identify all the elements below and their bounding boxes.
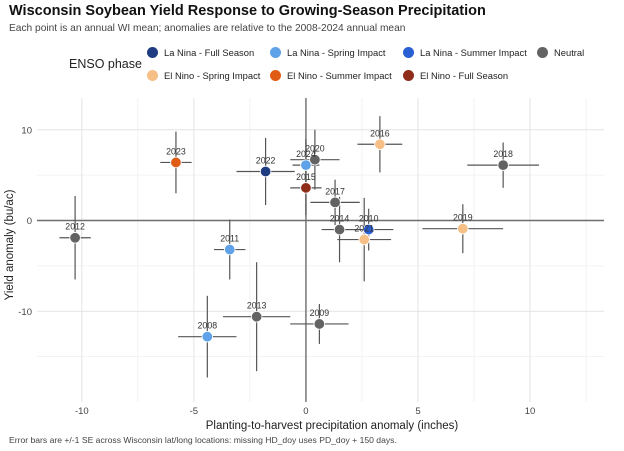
point-2018	[497, 159, 509, 171]
year-label-2024: 2024	[296, 149, 316, 159]
point-2011	[224, 243, 236, 256]
year-label-2013: 2013	[247, 301, 267, 311]
legend-item-la-nina-spring-impact: La Nina - Spring Impact	[270, 45, 385, 59]
year-label-2011: 2011	[220, 234, 239, 244]
year-label-2019: 2019	[453, 213, 473, 223]
x-axis-label: Planting-to-harvest precipitation anomal…	[206, 420, 459, 432]
point-2015	[300, 182, 312, 194]
chart-title: Wisconsin Soybean Yield Response to Grow…	[9, 3, 486, 19]
x-tick-label: 10	[525, 406, 536, 417]
legend-title: ENSO phase	[69, 57, 142, 71]
year-label-2023: 2023	[166, 146, 186, 156]
year-label-2021: 2021	[354, 224, 374, 234]
y-tick-label: -10	[18, 307, 32, 318]
year-label-2009: 2009	[310, 308, 330, 318]
x-tick-label: 0	[303, 406, 308, 417]
legend-label: Neutral	[554, 46, 585, 58]
y-tick-label: 0	[27, 216, 32, 227]
legend-item-el-nino-summer-impact: El Nino - Summer Impact	[270, 68, 392, 82]
legend-label: El Nino - Spring Impact	[164, 69, 261, 81]
y-axis-label: Yield anomaly (bu/ac)	[4, 189, 16, 300]
legend-swatch	[147, 69, 158, 81]
point-2008	[201, 330, 214, 343]
point-2009	[313, 318, 326, 330]
point-2022	[259, 165, 272, 178]
data-points	[69, 138, 509, 343]
point-2012	[69, 232, 81, 244]
legend-item-la-nina-full-season: La Nina - Full Season	[147, 45, 254, 59]
year-label-2014: 2014	[330, 214, 350, 224]
point-2020	[309, 154, 321, 166]
point-2021	[358, 233, 370, 246]
legend-item-el-nino-spring-impact: El Nino - Spring Impact	[147, 68, 260, 82]
year-label-2022: 2022	[256, 156, 276, 166]
point-2023	[170, 156, 182, 169]
point-2014	[333, 223, 346, 236]
legend-item-la-nina-summer-impact: La Nina - Summer Impact	[403, 45, 527, 59]
tick-labels: -10 -5 0 5 10 -10 0 10	[18, 125, 535, 417]
legend-label: El Nino - Full Season	[420, 69, 509, 81]
year-label-2015: 2015	[296, 172, 316, 182]
point-2013	[250, 310, 263, 323]
legend-swatch	[403, 69, 414, 81]
year-label-2016: 2016	[370, 128, 390, 138]
year-label-2012: 2012	[65, 222, 85, 232]
y-tick-label: 10	[21, 125, 32, 136]
year-labels: 2008 2009 2010 2011 2012 2013 2014 2015 2016 2017…	[65, 128, 513, 330]
legend-label: La Nina - Summer Impact	[420, 46, 527, 58]
x-tick-label: -5	[190, 406, 198, 417]
x-tick-label: 5	[415, 406, 420, 417]
point-2017	[329, 196, 341, 209]
legend-swatch	[403, 46, 414, 58]
point-2024	[300, 159, 312, 171]
legend-swatch	[147, 46, 158, 58]
year-label-2017: 2017	[325, 186, 345, 196]
year-label-2010: 2010	[359, 214, 379, 224]
year-label-2018: 2018	[493, 149, 513, 159]
legend-swatch	[270, 46, 281, 58]
x-tick-label: -10	[75, 406, 89, 417]
year-label-2020: 2020	[305, 144, 325, 154]
legend-swatch	[537, 46, 548, 58]
year-label-2008: 2008	[198, 321, 218, 331]
legend-label: La Nina - Full Season	[164, 46, 255, 58]
chart-subtitle: Each point is an annual WI mean; anomali…	[9, 23, 406, 34]
legend-label: La Nina - Spring Impact	[287, 46, 386, 58]
legend-label: El Nino - Summer Impact	[287, 69, 392, 81]
chart-caption: Error bars are +/-1 SE across Wisconsin …	[9, 435, 397, 445]
legend-item-neutral: Neutral	[537, 45, 584, 59]
point-2019	[457, 222, 469, 235]
point-2010	[362, 223, 375, 236]
legend-item-el-nino-full-season: El Nino - Full Season	[403, 68, 508, 82]
point-2016	[374, 138, 386, 150]
legend-swatch	[270, 69, 281, 81]
